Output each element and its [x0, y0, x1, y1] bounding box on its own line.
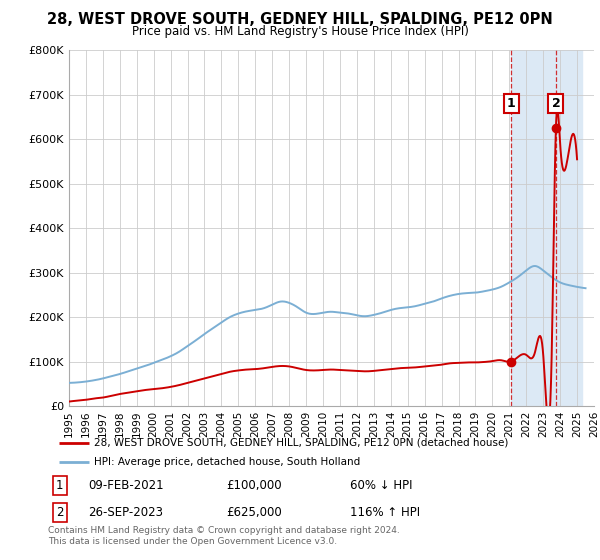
Text: 26-SEP-2023: 26-SEP-2023	[89, 506, 163, 519]
Text: HPI: Average price, detached house, South Holland: HPI: Average price, detached house, Sout…	[94, 457, 360, 467]
Text: 28, WEST DROVE SOUTH, GEDNEY HILL, SPALDING, PE12 0PN (detached house): 28, WEST DROVE SOUTH, GEDNEY HILL, SPALD…	[94, 437, 508, 447]
Text: 2: 2	[56, 506, 64, 519]
Text: 2: 2	[551, 97, 560, 110]
Text: £625,000: £625,000	[226, 506, 282, 519]
Text: 09-FEB-2021: 09-FEB-2021	[89, 479, 164, 492]
Bar	[511, 50, 582, 406]
Text: 1: 1	[56, 479, 64, 492]
Text: 116% ↑ HPI: 116% ↑ HPI	[350, 506, 421, 519]
Text: £100,000: £100,000	[226, 479, 282, 492]
Text: 60% ↓ HPI: 60% ↓ HPI	[350, 479, 413, 492]
Text: Contains HM Land Registry data © Crown copyright and database right 2024.
This d: Contains HM Land Registry data © Crown c…	[48, 526, 400, 546]
Text: 1: 1	[506, 97, 515, 110]
Text: Price paid vs. HM Land Registry's House Price Index (HPI): Price paid vs. HM Land Registry's House …	[131, 25, 469, 38]
Text: 28, WEST DROVE SOUTH, GEDNEY HILL, SPALDING, PE12 0PN: 28, WEST DROVE SOUTH, GEDNEY HILL, SPALD…	[47, 12, 553, 27]
